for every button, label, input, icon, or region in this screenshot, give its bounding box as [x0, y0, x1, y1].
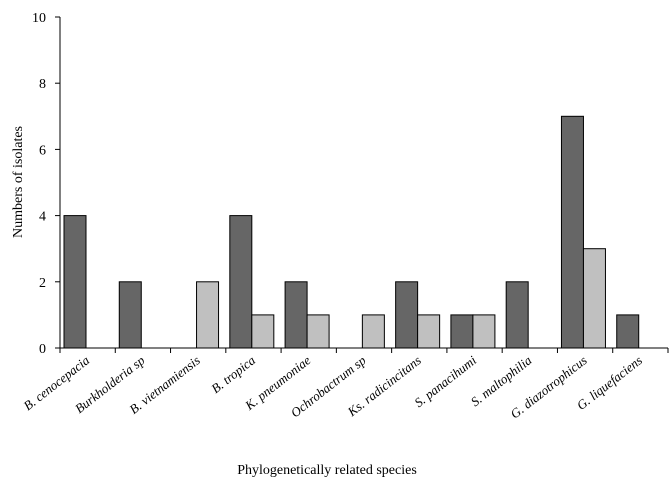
y-tick-label-0: 0	[39, 342, 46, 357]
y-tick-label-8: 8	[39, 77, 46, 92]
bar-1-0	[63, 215, 87, 349]
y-tick-label-4: 4	[39, 210, 46, 225]
axes-group	[59, 17, 668, 349]
bar-1-7	[450, 314, 474, 349]
bar-1-3	[229, 215, 253, 349]
x-tick-label: B. tropica	[208, 352, 258, 396]
bar-2-5	[361, 314, 385, 349]
bar-1-6	[395, 281, 419, 349]
y-tick-label-10: 10	[32, 11, 46, 26]
bar-2-3	[251, 314, 275, 349]
bar-1-8	[505, 281, 529, 349]
x-axis-title: Phylogenetically related species	[237, 463, 417, 478]
bar-1-1	[118, 281, 142, 349]
y-tick-label-2: 2	[39, 276, 46, 291]
bar-1-10	[616, 314, 640, 349]
bars-group	[63, 115, 640, 349]
bar-1-9	[560, 115, 584, 349]
bar-2-4	[306, 314, 330, 349]
bar-2-7	[472, 314, 496, 349]
bar-2-9	[582, 248, 606, 349]
x-tick-label: S. panacihumi	[411, 352, 479, 410]
y-tick-label-6: 6	[39, 143, 46, 158]
bar-2-6	[417, 314, 441, 349]
y-ticks-group: 0 2 4 6 8 10	[32, 11, 60, 357]
bar-2-2	[196, 281, 220, 349]
bar-1-4	[284, 281, 308, 349]
y-axis-title: Numbers of isolates	[11, 126, 26, 238]
